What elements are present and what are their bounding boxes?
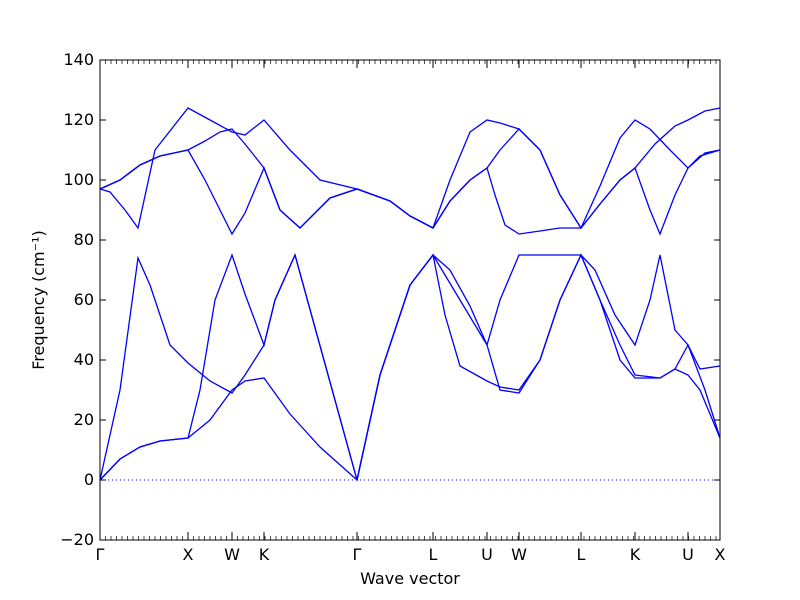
x-tick-label: K [259,545,270,564]
x-axis-label: Wave vector [360,569,460,588]
x-tick-label: U [682,545,694,564]
x-tick-label: L [577,545,586,564]
phonon-branch-6 [99,107,721,235]
x-tick-label: L [429,545,438,564]
x-tick-label: X [183,545,194,564]
y-tick-label: 60 [74,290,94,309]
x-tick-label: X [715,545,726,564]
y-axis-label: Frequency (cm⁻¹) [29,230,48,369]
x-tick-label: W [511,545,527,564]
y-tick-label: 100 [63,170,94,189]
phonon-branch-3 [99,253,721,482]
y-tick-label: 140 [63,50,94,69]
y-tick-label: 40 [74,350,94,369]
x-tick-label: U [481,545,493,564]
plot-frame [99,59,721,541]
x-tick-label: Γ [353,545,362,564]
x-tick-label: W [224,545,240,564]
series-layer [99,107,721,482]
phonon-branch-2 [99,253,721,481]
y-tick-label: −20 [60,530,94,549]
x-tick-label: K [630,545,641,564]
phonon-branch-4 [99,107,721,230]
y-tick-label: 120 [63,110,94,129]
phonon-branch-5 [99,128,721,236]
y-tick-label: 20 [74,410,94,429]
y-ticks: −20 0 20 40 60 80 100 120 140 [60,50,720,549]
x-tick-label: Γ [96,545,105,564]
y-tick-label: 0 [84,470,94,489]
y-tick-label: 80 [74,230,94,249]
